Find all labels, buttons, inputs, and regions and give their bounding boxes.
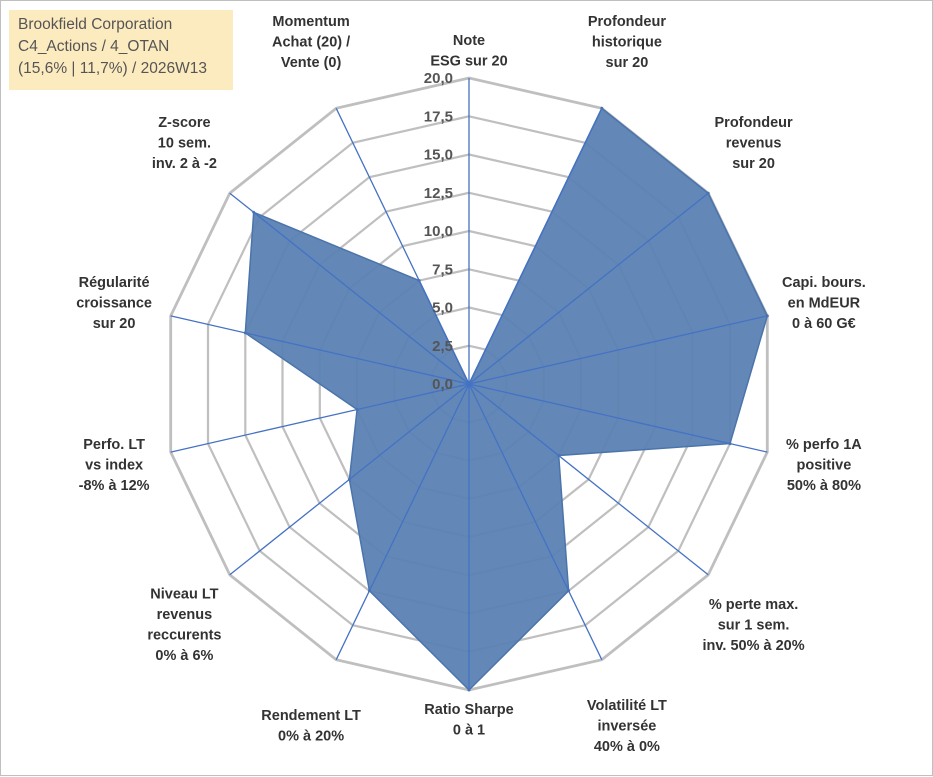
spoke-13 [229, 192, 470, 385]
performance-period: (15,6% | 11,7%) / 2026W13 [18, 60, 207, 77]
tick-label-3: 7,5 [432, 261, 453, 278]
category-label-1-line-2: ESG sur 20 [430, 54, 507, 70]
tick-label-2: 5,0 [432, 300, 453, 317]
tick-label-4: 10,0 [424, 223, 453, 240]
tick-label-0: 0,0 [432, 376, 453, 393]
category-label-12-line-2: croissance [76, 296, 152, 312]
category-label-13-line-2: 10 sem. [158, 136, 211, 152]
category-label-11-line-1: Perfo. LT [83, 437, 145, 453]
category-label-8: Ratio Sharpe 0 à 1 [424, 702, 513, 739]
category-label-11-line-3: -8% à 12% [79, 478, 150, 494]
spoke-5 [468, 383, 768, 453]
tick-label-8: 20,0 [424, 70, 453, 87]
tick-label-7: 17,5 [424, 108, 453, 125]
category-label-8-line-1: Ratio Sharpe [424, 702, 513, 718]
category-label-9-line-2: 0% à 20% [278, 729, 344, 745]
category-label-3: Profondeur revenus sur 20 [715, 115, 793, 172]
category-label-9-line-1: Rendement LT [261, 708, 361, 724]
spoke-14 [335, 108, 470, 385]
spoke-6 [468, 383, 709, 576]
category-label-5: % perfo 1A positive 50% à 80% [786, 437, 862, 494]
spoke-12 [170, 315, 470, 385]
category-label-10: Niveau LT revenus reccurents 0% à 6% [147, 587, 221, 665]
category-label-14-line-2: Achat (20) / [272, 35, 350, 51]
category-label-13: Z-score 10 sem. inv. 2 à -2 [152, 115, 217, 172]
category-label-5-line-3: 50% à 80% [787, 478, 861, 494]
category-label-12: Régularité croissance sur 20 [76, 275, 152, 332]
category-label-3-line-3: sur 20 [732, 156, 775, 172]
category-label-12-line-3: sur 20 [93, 316, 136, 332]
spoke-3 [468, 192, 709, 385]
category-label-4: Capi. bours. en MdEUR 0 à 60 G€ [782, 275, 866, 332]
category-label-5-line-1: % perfo 1A [786, 437, 862, 453]
tick-label-6: 15,0 [424, 147, 453, 164]
category-label-9: Rendement LT 0% à 20% [261, 708, 361, 745]
category-label-14-line-3: Vente (0) [281, 55, 342, 71]
category-label-13-line-1: Z-score [158, 115, 210, 131]
category-label-6-line-2: sur 1 sem. [718, 618, 790, 634]
category-label-2-line-3: sur 20 [606, 55, 649, 71]
category-label-8-line-2: 0 à 1 [453, 723, 485, 739]
category-label-13-line-3: inv. 2 à -2 [152, 156, 217, 172]
tick-label-1: 2,5 [432, 338, 453, 355]
category-label-11: Perfo. LT vs index -8% à 12% [79, 437, 150, 494]
category-label-6-line-1: % perte max. [709, 597, 798, 613]
category-label-10-line-4: 0% à 6% [155, 648, 213, 664]
category-label-10-line-2: revenus [157, 607, 213, 623]
category-label-12-line-1: Régularité [79, 275, 150, 291]
tick-label-5: 12,5 [424, 185, 453, 202]
spoke-2 [468, 108, 603, 385]
category-label-3-line-1: Profondeur [715, 115, 793, 131]
spoke-11 [170, 383, 470, 453]
spoke-7 [468, 383, 603, 660]
category-label-7: Volatilité LT inversée 40% à 0% [587, 698, 667, 755]
spoke-4 [468, 315, 768, 385]
category-label-7-line-3: 40% à 0% [594, 739, 660, 755]
portfolio-category: C4_Actions / 4_OTAN [18, 38, 170, 55]
info-box: Brookfield Corporation C4_Actions / 4_OT… [9, 10, 233, 90]
category-label-6: % perte max. sur 1 sem. inv. 50% à 20% [703, 597, 805, 654]
category-label-4-line-2: en MdEUR [788, 296, 861, 312]
category-label-14-line-1: Momentum [272, 14, 349, 30]
category-label-10-line-1: Niveau LT [150, 587, 218, 603]
category-label-6-line-3: inv. 50% à 20% [703, 638, 805, 654]
category-label-5-line-2: positive [797, 458, 852, 474]
company-name: Brookfield Corporation [18, 16, 173, 33]
spoke-10 [229, 383, 470, 576]
spoke-9 [335, 383, 470, 660]
category-label-2-line-1: Profondeur [588, 14, 666, 30]
category-label-1-line-1: Note [453, 33, 485, 49]
category-label-2: Profondeur historique sur 20 [588, 14, 666, 71]
category-label-4-line-3: 0 à 60 G€ [792, 316, 856, 332]
category-label-4-line-1: Capi. bours. [782, 275, 866, 291]
category-label-2-line-2: historique [592, 35, 662, 51]
category-label-1: Note ESG sur 20 [430, 33, 507, 70]
category-label-7-line-1: Volatilité LT [587, 698, 667, 714]
category-label-11-line-2: vs index [85, 458, 143, 474]
category-label-10-line-3: reccurents [147, 628, 221, 644]
category-label-3-line-2: revenus [726, 136, 782, 152]
category-label-7-line-2: inversée [597, 719, 656, 735]
category-label-14: Momentum Achat (20) / Vente (0) [272, 14, 350, 71]
